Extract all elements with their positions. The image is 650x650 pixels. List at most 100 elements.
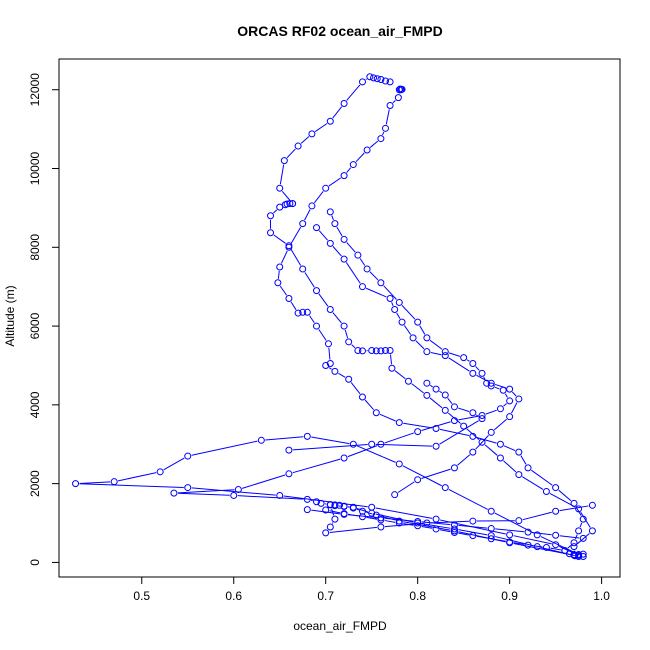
series-segment	[356, 508, 359, 511]
series-segment	[117, 472, 157, 482]
series-segment	[311, 509, 341, 515]
data-point	[469, 369, 477, 377]
data-point	[506, 397, 514, 405]
data-point	[289, 200, 297, 208]
series-segment	[318, 329, 327, 341]
data-point	[381, 346, 389, 354]
data-point	[441, 484, 449, 492]
series-segment	[493, 418, 507, 431]
data-point	[377, 135, 385, 143]
series-segment	[485, 409, 497, 415]
data-point	[552, 541, 560, 549]
data-point	[234, 486, 242, 494]
data-point	[370, 74, 378, 82]
series-segment	[389, 354, 393, 365]
series-segment	[466, 359, 470, 362]
data-point	[588, 501, 596, 509]
series-segment	[304, 272, 315, 288]
series-line	[322, 501, 596, 561]
data-point	[340, 172, 348, 180]
series-segment	[369, 140, 379, 148]
data-point	[561, 547, 569, 555]
data-point	[377, 75, 385, 83]
series-segment	[273, 234, 286, 244]
series-segment	[348, 514, 377, 519]
data-point	[414, 517, 422, 525]
y-tick-label: 8000	[28, 234, 42, 261]
data-point	[487, 535, 495, 543]
series-segment	[430, 520, 469, 524]
data-point	[487, 507, 495, 515]
data-point	[496, 454, 504, 462]
series-segment	[495, 536, 534, 547]
series-segment	[447, 412, 461, 424]
data-point	[363, 146, 371, 154]
data-point	[506, 413, 514, 421]
series-segment	[521, 476, 544, 490]
data-point	[388, 364, 396, 372]
data-point	[336, 501, 343, 509]
data-point	[588, 527, 596, 535]
series-segment	[579, 522, 583, 528]
data-point	[322, 184, 330, 192]
data-point	[326, 306, 334, 314]
data-point	[326, 501, 334, 509]
series-segment	[550, 547, 561, 551]
data-point	[377, 516, 385, 524]
series-segment	[265, 436, 304, 441]
series-segment	[331, 215, 334, 221]
data-point	[110, 478, 118, 486]
series-segment	[331, 508, 335, 516]
series-segment	[332, 246, 342, 257]
data-point	[313, 498, 321, 506]
data-point	[349, 161, 357, 169]
series-segment	[328, 177, 342, 187]
series-segment	[336, 226, 343, 237]
data-point	[579, 553, 587, 561]
data-point	[184, 484, 192, 492]
data-point	[441, 391, 449, 399]
data-point	[398, 318, 406, 326]
series-line	[285, 379, 486, 454]
series-segment	[447, 397, 453, 404]
series-line	[322, 506, 569, 555]
series-segment	[280, 250, 288, 264]
y-axis-label: Altitude (m)	[3, 285, 17, 346]
series-segment	[318, 293, 329, 307]
data-point	[394, 94, 402, 102]
x-axis-label: ocean_air_FMPD	[293, 619, 387, 633]
data-point	[299, 265, 307, 273]
series-segment	[495, 528, 525, 533]
series-segment	[475, 435, 489, 450]
series-segment	[503, 445, 516, 452]
data-point	[414, 476, 422, 484]
data-point	[570, 543, 578, 551]
y-tick-label: 2000	[28, 470, 42, 497]
data-point	[414, 522, 422, 530]
data-point	[331, 515, 339, 523]
data-point	[423, 334, 431, 342]
series-segment	[351, 344, 356, 349]
series-segment	[365, 287, 387, 298]
series-segment	[580, 511, 591, 528]
data-point	[570, 551, 578, 559]
data-point	[267, 229, 275, 237]
data-point	[317, 499, 325, 507]
data-point	[354, 346, 362, 354]
data-point	[368, 503, 376, 511]
data-point	[469, 432, 477, 440]
series-segment	[365, 78, 367, 80]
data-point	[280, 157, 288, 165]
series-segment	[163, 457, 185, 471]
series-segment	[439, 529, 451, 533]
series-segment	[273, 209, 278, 214]
series-segment	[344, 329, 349, 339]
data-point	[274, 279, 282, 287]
series-line	[326, 208, 491, 387]
data-point	[299, 308, 307, 316]
series-segment	[292, 458, 341, 474]
data-point	[478, 415, 486, 423]
data-point	[506, 538, 514, 546]
series-segment	[242, 474, 286, 489]
data-point	[395, 460, 403, 468]
